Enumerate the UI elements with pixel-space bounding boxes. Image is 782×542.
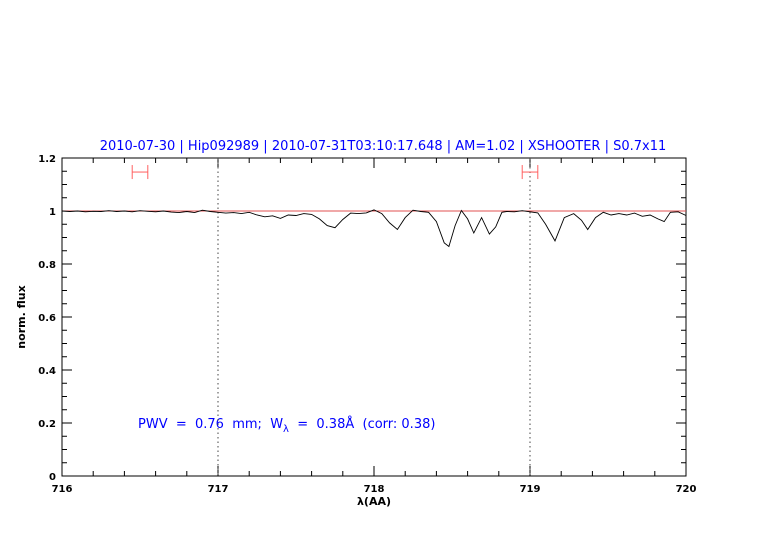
y-tick-label: 1: [49, 207, 56, 218]
annotation-prefix: PWV = 0.76 mm; W: [138, 417, 283, 432]
y-tick-label: 1.2: [38, 154, 56, 165]
chart-title: 2010-07-30 | Hip092989 | 2010-07-31T03:1…: [100, 139, 667, 154]
y-axis-label: norm. flux: [15, 285, 28, 348]
x-tick-label: 719: [520, 484, 541, 495]
x-tick-label: 720: [676, 484, 697, 495]
spectrum-line: [61, 209, 687, 248]
y-tick-label: 0.6: [38, 313, 56, 324]
x-tick-label: 717: [208, 484, 229, 495]
annotation-subscript: λ: [283, 424, 289, 435]
x-tick-label: 716: [52, 484, 73, 495]
x-tick-label: 718: [364, 484, 385, 495]
y-tick-label: 0.2: [38, 419, 56, 430]
y-tick-label: 0.8: [38, 260, 56, 271]
y-tick-label: 0: [49, 472, 56, 483]
y-tick-label: 0.4: [38, 366, 56, 377]
pwv-annotation: PWV = 0.76 mm; Wλ = 0.38Å (corr: 0.38): [138, 416, 435, 435]
annotation-suffix: = 0.38Å (corr: 0.38): [289, 416, 435, 432]
x-axis-label: λ(AA): [357, 495, 391, 508]
